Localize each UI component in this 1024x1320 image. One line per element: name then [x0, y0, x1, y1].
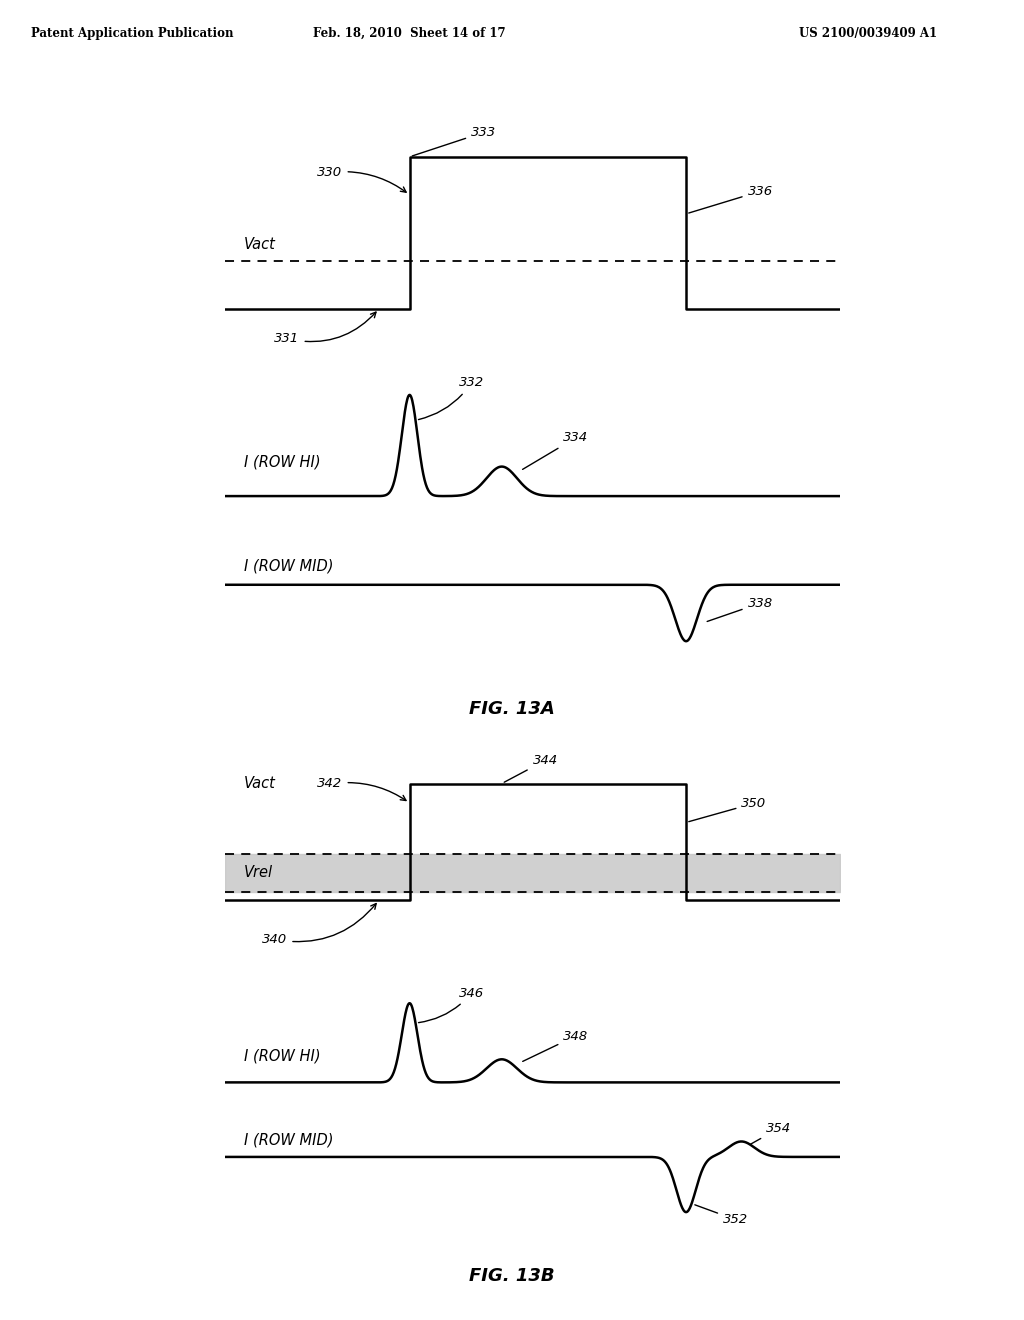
Text: Vact: Vact: [244, 236, 275, 252]
Text: 344: 344: [504, 754, 558, 783]
Text: 340: 340: [262, 904, 376, 946]
Text: 331: 331: [274, 312, 376, 345]
Text: 352: 352: [695, 1205, 749, 1226]
Text: FIG. 13A: FIG. 13A: [469, 700, 555, 718]
Text: 338: 338: [708, 597, 773, 622]
Text: Vact: Vact: [244, 776, 275, 791]
Text: US 2100/0039409 A1: US 2100/0039409 A1: [799, 26, 937, 40]
Text: I (ROW MID): I (ROW MID): [244, 1133, 333, 1148]
Text: 334: 334: [522, 432, 589, 470]
Text: 346: 346: [419, 986, 484, 1023]
Text: I (ROW HI): I (ROW HI): [244, 455, 321, 470]
Text: Vrel: Vrel: [244, 866, 272, 880]
Text: 336: 336: [689, 185, 773, 213]
Text: 348: 348: [522, 1030, 589, 1061]
Text: 332: 332: [419, 376, 484, 420]
Text: 333: 333: [413, 125, 497, 156]
Text: 354: 354: [750, 1122, 792, 1144]
Text: Patent Application Publication: Patent Application Publication: [31, 26, 233, 40]
Text: I (ROW MID): I (ROW MID): [244, 558, 333, 573]
Text: Feb. 18, 2010  Sheet 14 of 17: Feb. 18, 2010 Sheet 14 of 17: [313, 26, 506, 40]
Text: FIG. 13B: FIG. 13B: [469, 1267, 555, 1286]
Text: I (ROW HI): I (ROW HI): [244, 1048, 321, 1064]
Text: 342: 342: [317, 777, 407, 800]
Text: 330: 330: [317, 166, 407, 193]
Text: 350: 350: [689, 797, 767, 821]
